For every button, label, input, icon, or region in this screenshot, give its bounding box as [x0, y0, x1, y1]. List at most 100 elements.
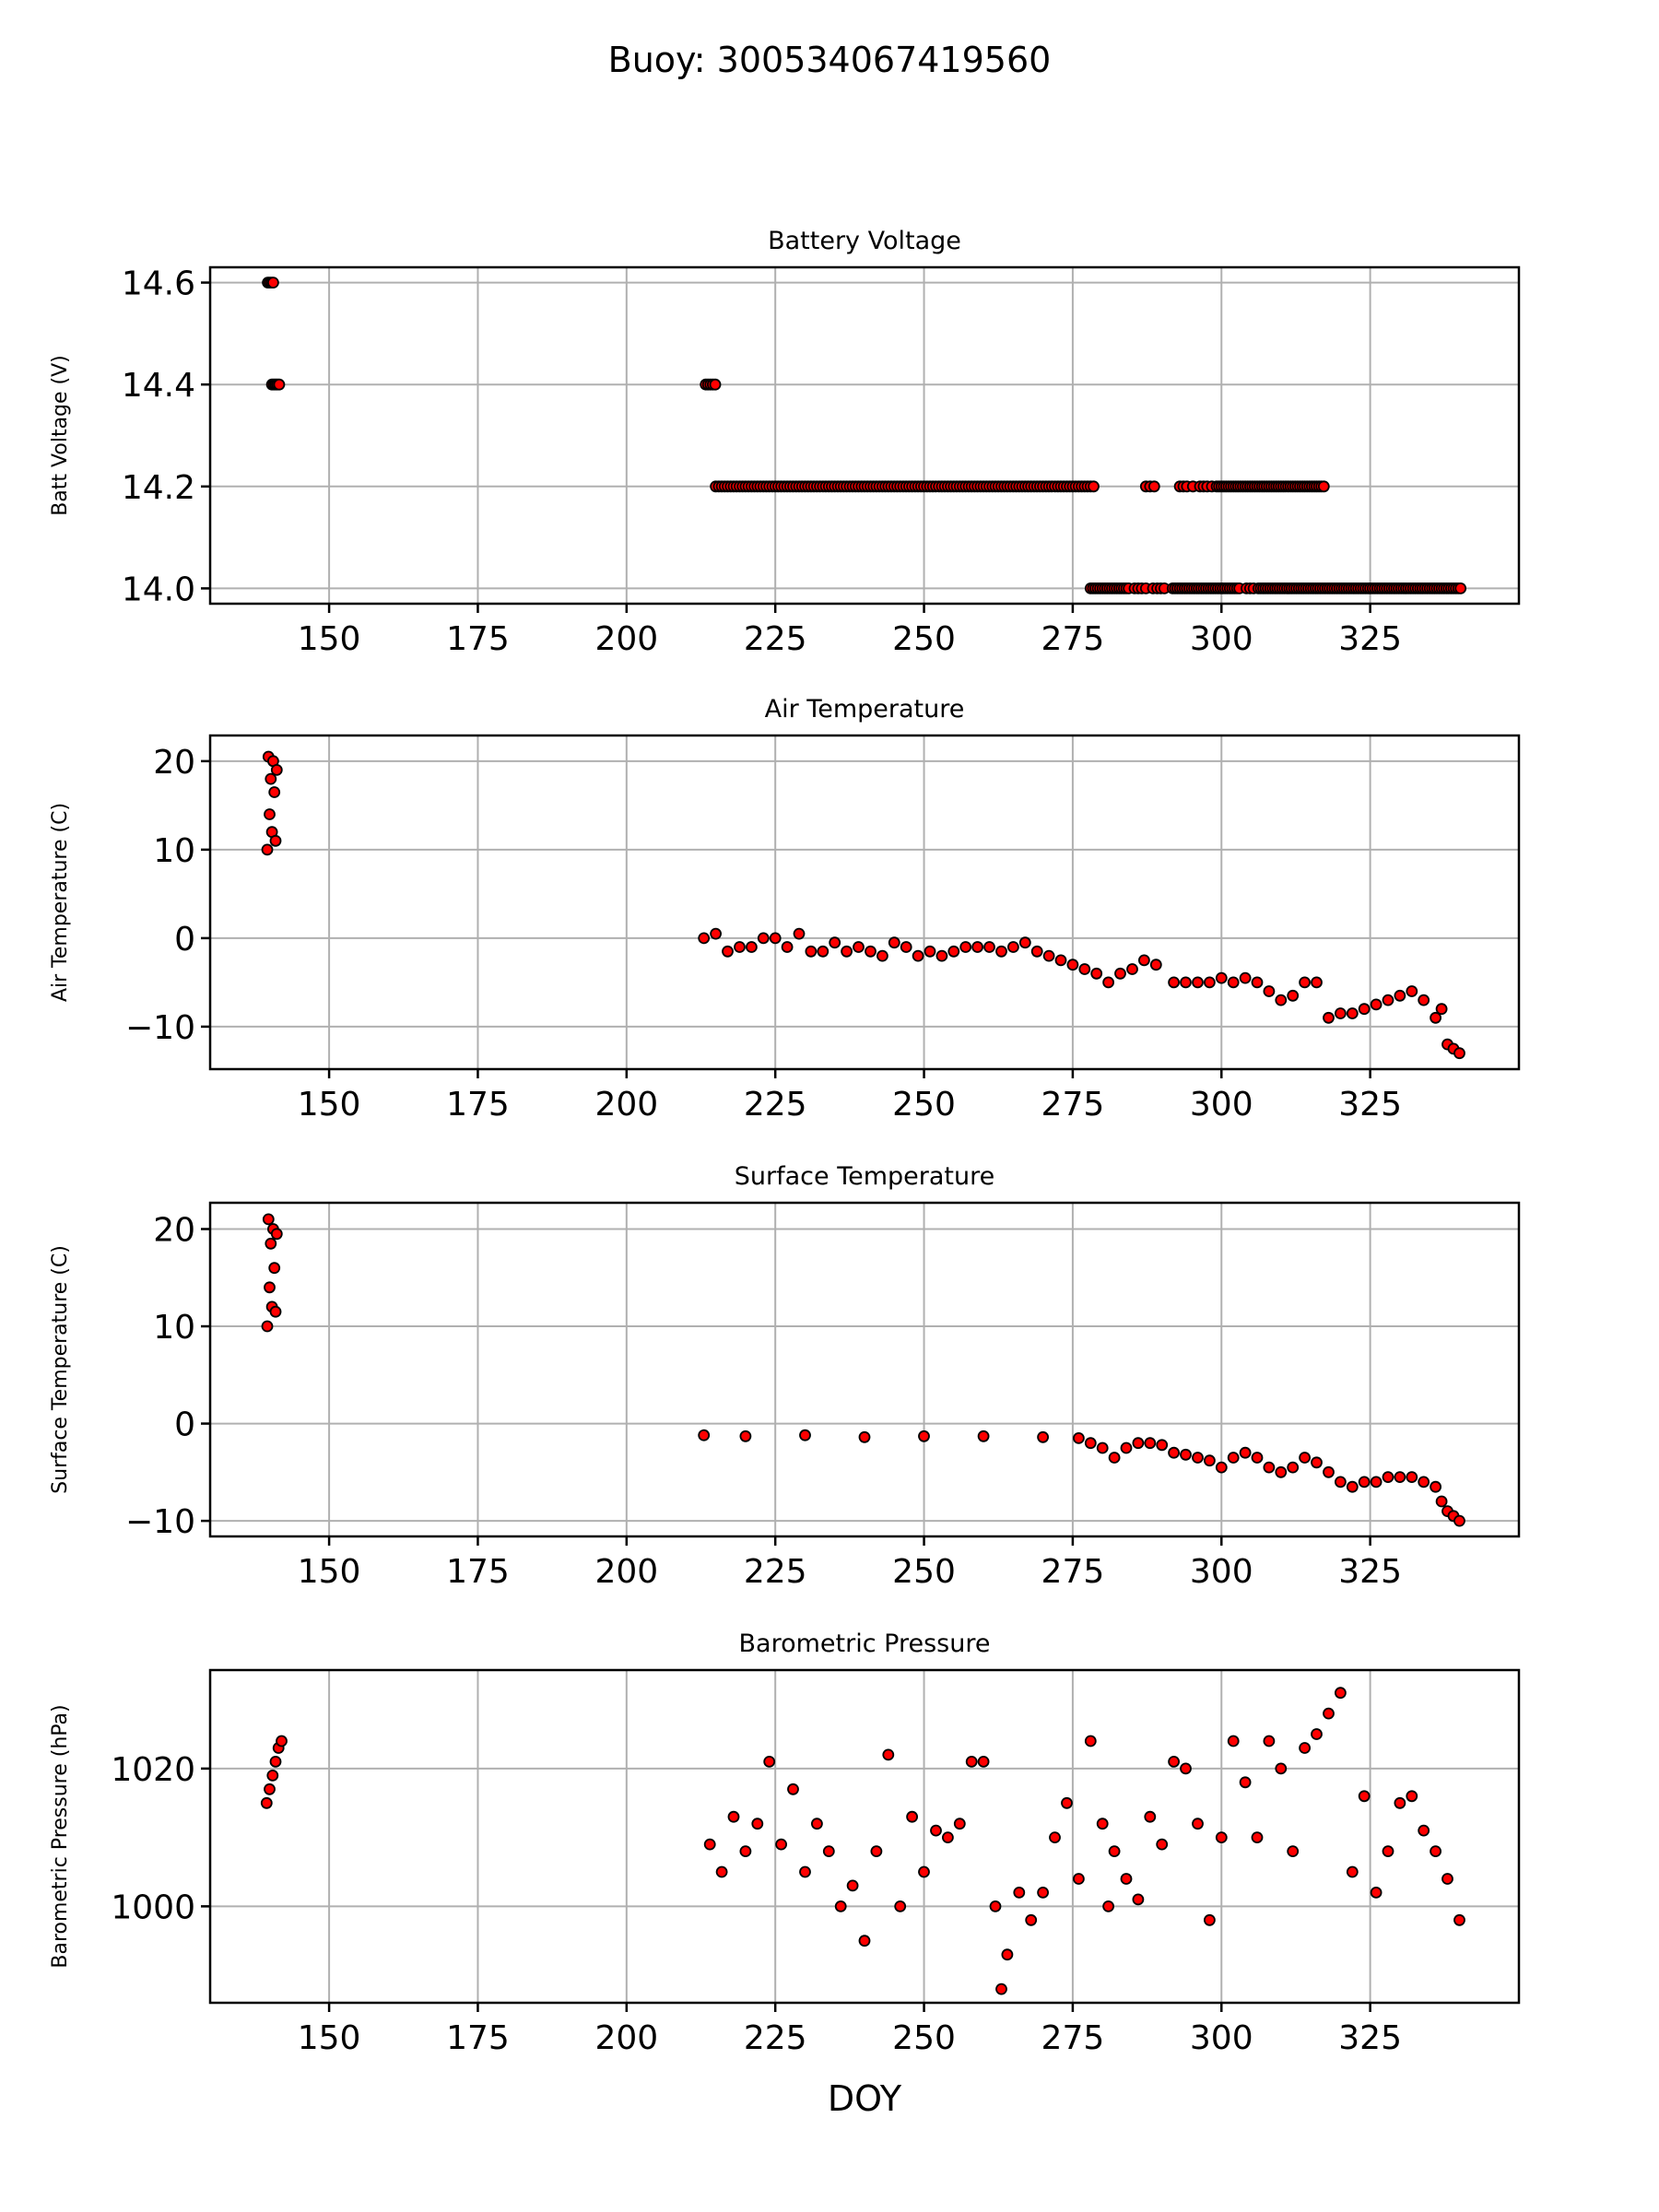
data-point: [906, 1810, 918, 1823]
x-tick-label: 275: [1041, 1086, 1105, 1124]
data-point: [877, 949, 888, 962]
data-point: [698, 1429, 711, 1441]
data-point: [1215, 1831, 1228, 1843]
x-tick-label: 250: [892, 1086, 956, 1124]
x-tick-label: 200: [594, 2019, 658, 2057]
data-point: [763, 1756, 776, 1768]
subplot-title: Air Temperature: [765, 695, 965, 724]
data-point: [947, 945, 960, 958]
data-point: [1287, 989, 1300, 1002]
x-tick-label: 300: [1190, 1553, 1253, 1591]
data-point: [261, 1320, 274, 1333]
data-point: [912, 949, 924, 962]
x-axis-label: DOY: [828, 2078, 902, 2119]
data-point: [1126, 963, 1138, 975]
data-point: [265, 1237, 277, 1250]
data-point: [268, 786, 281, 798]
x-tick-label: 325: [1338, 2019, 1402, 2057]
data-point: [965, 1756, 978, 1768]
data-point: [1323, 1465, 1335, 1478]
data-point: [261, 843, 274, 856]
axes-frame: [208, 734, 1521, 1071]
data-point: [1215, 1461, 1228, 1474]
data-point: [1096, 1441, 1109, 1454]
x-tick-label: 325: [1338, 1086, 1402, 1124]
data-point: [1204, 1454, 1216, 1467]
data-point: [1299, 1452, 1311, 1464]
data-point: [1394, 1796, 1406, 1809]
data-point: [1144, 1437, 1157, 1450]
data-point: [1120, 1441, 1133, 1454]
data-point: [1227, 1452, 1240, 1464]
data-point: [1001, 1948, 1014, 1961]
data-point: [739, 1430, 752, 1442]
data-point: [1073, 1873, 1085, 1885]
data-point: [799, 1429, 811, 1441]
data-point: [1007, 941, 1019, 953]
data-point: [1120, 1873, 1133, 1885]
data-point: [1013, 1886, 1026, 1899]
data-point: [1358, 1003, 1371, 1016]
data-point: [1287, 1461, 1300, 1474]
data-point: [1108, 1845, 1121, 1857]
subplot-4: Barometric Pressure Barometric Pressure (…: [49, 1630, 1521, 2057]
data-point: [268, 1262, 281, 1275]
data-point: [1147, 480, 1160, 493]
data-point: [1418, 994, 1430, 1006]
y-tick-label: 14.2: [122, 469, 195, 507]
data-point: [1180, 1762, 1192, 1775]
data-point: [1227, 976, 1240, 989]
data-point: [715, 1865, 728, 1878]
data-point: [1418, 1476, 1430, 1488]
data-point: [793, 927, 806, 940]
data-point: [977, 1430, 990, 1442]
y-tick-label: 14.0: [122, 571, 195, 608]
data-point: [1370, 998, 1382, 1011]
data-point: [775, 1838, 787, 1851]
y-tick-label: −10: [125, 1503, 195, 1541]
data-point: [1192, 1818, 1204, 1830]
data-point: [264, 1783, 276, 1795]
data-point: [769, 932, 782, 945]
data-point: [829, 936, 841, 949]
data-point: [811, 1818, 823, 1830]
data-point: [1287, 1845, 1300, 1857]
data-point: [1078, 963, 1091, 975]
data-point: [1215, 971, 1228, 984]
data-point: [1204, 1913, 1216, 1926]
x-tick-label: 225: [744, 1553, 807, 1591]
data-point: [1370, 1476, 1382, 1488]
data-point: [1066, 959, 1079, 971]
data-point: [1346, 1480, 1359, 1493]
data-point: [1180, 976, 1192, 989]
x-tick-label: 200: [594, 1086, 658, 1124]
data-point: [1430, 1011, 1441, 1024]
data-point: [1430, 1845, 1441, 1857]
data-point: [1263, 1461, 1276, 1474]
data-point: [983, 941, 995, 953]
data-point: [882, 1748, 895, 1761]
data-point: [799, 1865, 811, 1878]
data-point: [1317, 480, 1330, 493]
data-point: [1311, 1728, 1323, 1740]
data-point: [942, 1831, 954, 1843]
data-point: [995, 1983, 1007, 1995]
data-point: [805, 945, 818, 958]
data-point: [276, 1735, 288, 1747]
data-point: [1025, 1913, 1038, 1926]
data-point: [1149, 959, 1162, 971]
data-point: [1335, 1687, 1347, 1700]
data-point: [1382, 994, 1394, 1006]
data-point: [1435, 1495, 1448, 1508]
data-point: [953, 1818, 966, 1830]
data-point: [1192, 1452, 1204, 1464]
data-point: [1346, 1007, 1359, 1019]
y-tick-label: 1000: [111, 1888, 195, 1926]
data-point: [846, 1879, 859, 1892]
data-point: [264, 808, 276, 820]
x-tick-label: 200: [594, 1553, 658, 1591]
data-point: [734, 941, 746, 953]
x-tick-label: 300: [1190, 1086, 1253, 1124]
data-point: [1132, 1893, 1145, 1906]
